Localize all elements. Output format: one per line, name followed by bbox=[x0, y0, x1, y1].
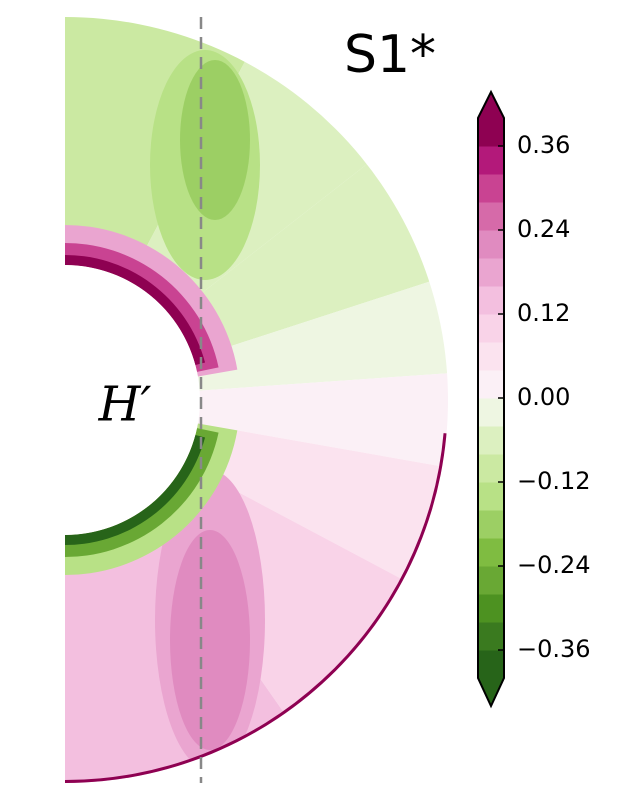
colorbar-band bbox=[478, 454, 504, 483]
colorbar-band bbox=[478, 146, 504, 175]
y-tick-label: 0.12 bbox=[517, 299, 570, 327]
y-tick-label: −0.36 bbox=[517, 635, 591, 663]
colorbar-band bbox=[478, 538, 504, 567]
colorbar: 0.36 0.24 0.12 0.00 −0.12 −0.24 −0.36 bbox=[477, 89, 591, 709]
colorbar-band bbox=[478, 314, 504, 343]
colorbar-extend bbox=[478, 92, 504, 118]
colorbar-band bbox=[478, 650, 504, 679]
colorbar-band bbox=[478, 230, 504, 259]
colorbar-band bbox=[478, 594, 504, 623]
y-tick-label: 0.24 bbox=[517, 215, 570, 243]
contour-region bbox=[170, 530, 250, 750]
colorbar-band bbox=[478, 370, 504, 399]
chart-title: S1* bbox=[344, 25, 436, 85]
colorbar-band bbox=[478, 202, 504, 231]
colorbar-band bbox=[478, 174, 504, 203]
colorbar-band bbox=[478, 398, 504, 427]
y-tick-label: −0.24 bbox=[517, 551, 591, 579]
colorbar-band bbox=[478, 118, 504, 147]
contour-region bbox=[180, 60, 250, 220]
colorbar-band bbox=[478, 342, 504, 371]
annotation: H′ bbox=[98, 377, 152, 433]
contour-region bbox=[65, 434, 206, 545]
colorbar-band bbox=[478, 426, 504, 455]
y-tick-label: 0.00 bbox=[517, 383, 570, 411]
y-tick-label: 0.36 bbox=[517, 131, 570, 159]
colorbar-band bbox=[478, 510, 504, 539]
colorbar-outline bbox=[477, 89, 505, 709]
colorbar-extend bbox=[478, 678, 504, 706]
colorbar-band bbox=[478, 258, 504, 287]
contour-region bbox=[65, 255, 206, 366]
colorbar-band bbox=[478, 286, 504, 315]
y-tick-label: −0.12 bbox=[517, 467, 591, 495]
colorbar-band bbox=[478, 566, 504, 595]
colorbar-band bbox=[478, 622, 504, 651]
colorbar-band bbox=[478, 482, 504, 511]
